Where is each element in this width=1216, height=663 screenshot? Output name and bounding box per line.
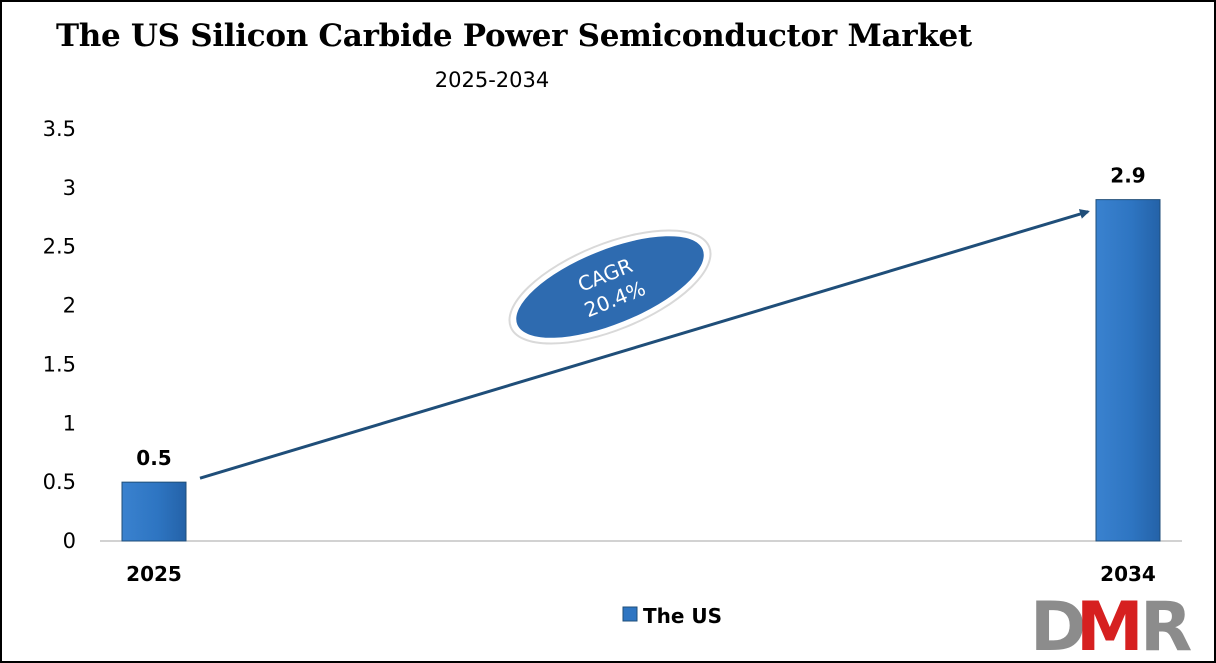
x-tick-label: 2025	[126, 562, 182, 586]
dmr-logo: D M R	[1030, 588, 1192, 663]
y-axis: 0 0.5 1 1.5 2 2.5 3 3.5	[43, 117, 76, 553]
y-tick-label: 2.5	[43, 235, 76, 259]
data-labels: 0.5 2.9	[136, 164, 1145, 471]
cagr-arrow	[199, 209, 1090, 480]
y-tick-label: 0	[63, 529, 76, 553]
cagr-ellipse	[516, 236, 704, 338]
bars	[121, 199, 1161, 542]
logo-letter-d: D	[1030, 588, 1086, 663]
chart-title: The US Silicon Carbide Power Semiconduct…	[56, 18, 972, 54]
y-tick-label: 1	[63, 411, 76, 435]
y-tick-label: 1.5	[43, 352, 76, 376]
legend: The US	[622, 604, 722, 628]
cagr-bubble: CAGR 20.4%	[508, 229, 712, 345]
logo-letter-m: M	[1076, 588, 1144, 663]
data-label: 2.9	[1110, 164, 1145, 188]
data-label: 0.5	[136, 446, 171, 470]
legend-label: The US	[643, 604, 722, 628]
bar-2034	[1095, 199, 1161, 542]
logo-letter-r: R	[1140, 588, 1192, 663]
y-tick-label: 3	[63, 176, 76, 200]
x-axis: 2025 2034	[126, 562, 1156, 586]
x-tick-label: 2034	[1100, 562, 1156, 586]
y-tick-label: 3.5	[43, 117, 76, 141]
y-tick-label: 0.5	[43, 470, 76, 494]
legend-swatch	[622, 606, 638, 622]
y-tick-label: 2	[63, 294, 76, 318]
bar-2025	[121, 481, 187, 542]
chart-subtitle: 2025-2034	[434, 68, 550, 92]
